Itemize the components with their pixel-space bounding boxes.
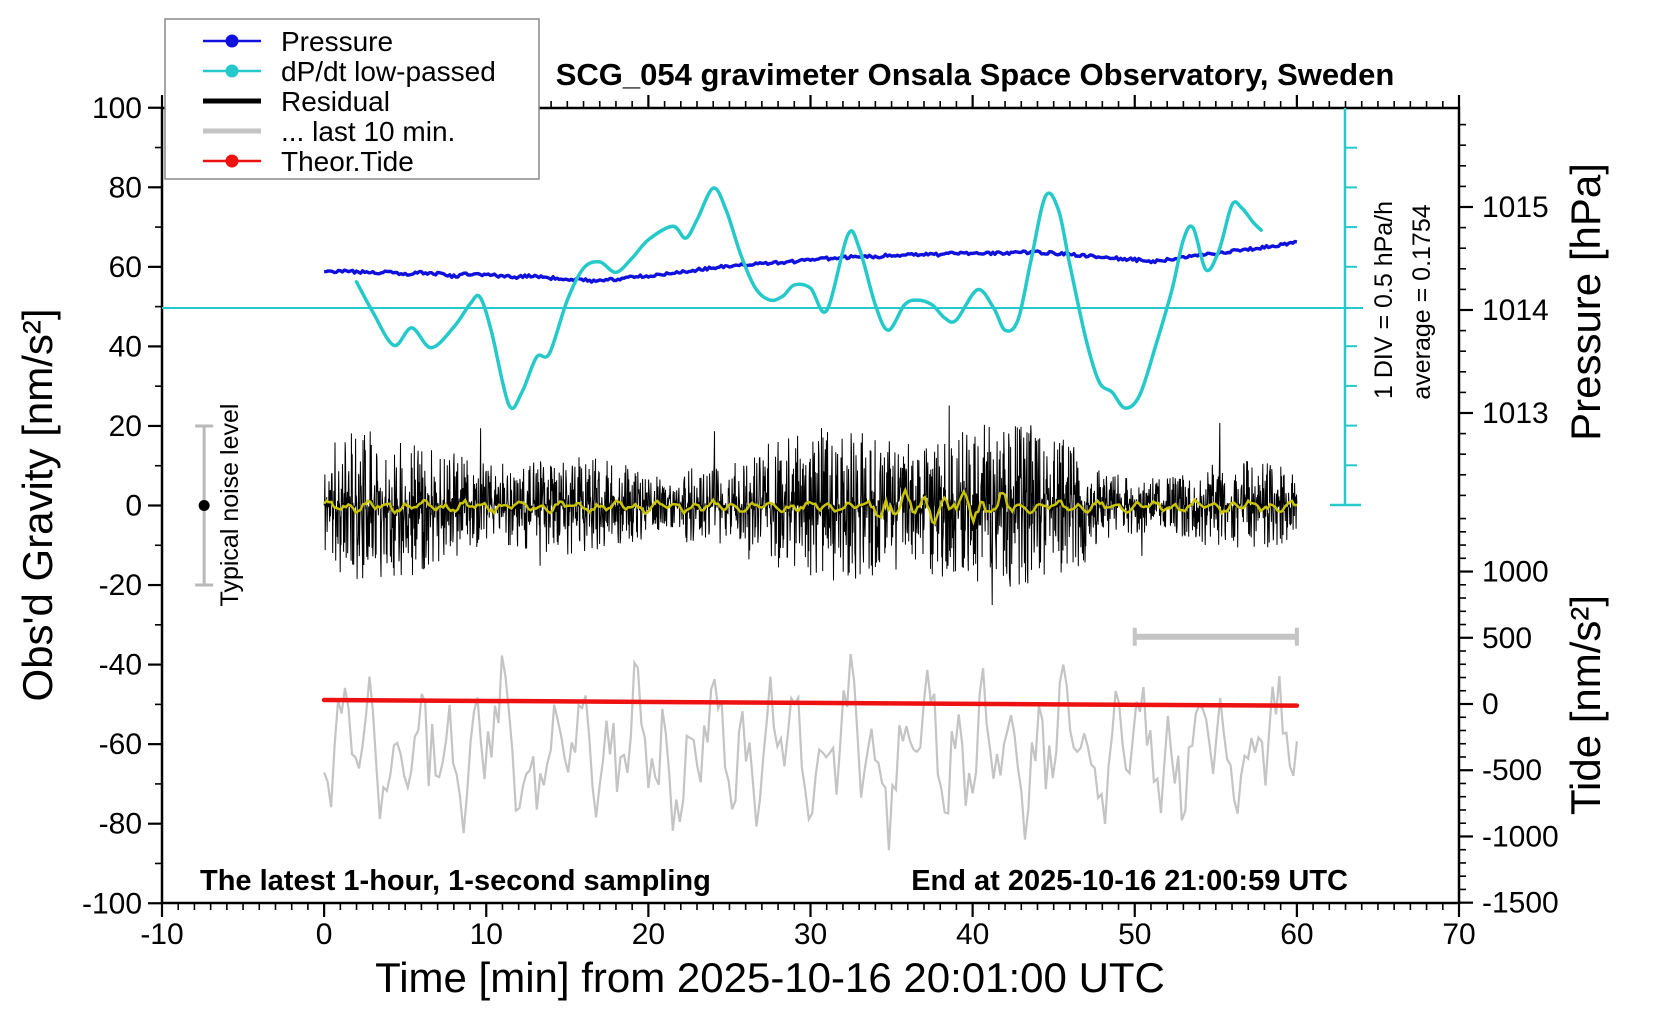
tide-tick-label: 500 <box>1482 622 1532 655</box>
noise-level-note: Typical noise level <box>216 404 244 607</box>
y-left-tick-label: 0 <box>125 490 142 523</box>
x-tick-label: -10 <box>140 918 183 951</box>
legend-label-4: Theor.Tide <box>281 146 414 177</box>
y-left-tick-label: -60 <box>99 728 142 761</box>
x-axis-title: Time [min] from 2025-10-16 20:01:00 UTC <box>375 954 1165 1001</box>
theor-tide-curve <box>321 697 1300 708</box>
x-tick-label: 60 <box>1280 918 1313 951</box>
div-scale-note: 1 DIV = 0.5 hPa/h <box>1370 201 1398 399</box>
legend-label-3: ... last 10 min. <box>281 116 455 147</box>
tide-tick-label: 1000 <box>1482 556 1549 589</box>
noise-errorbar-dot <box>198 500 210 511</box>
y-left-axis-title: Obs'd Gravity [nm/s²] <box>14 308 61 701</box>
chart-generated-layer: -10 0 10 20 30 40 50 60 70100806040200-20-40-60-… <box>82 18 1559 951</box>
legend-label-2: Residual <box>281 86 390 117</box>
plot-title: SCG_054 gravimeter Onsala Space Observat… <box>556 57 1395 92</box>
residual-lowpass-curve <box>323 486 1297 526</box>
x-tick-label: 30 <box>794 918 827 951</box>
y-left-tick-label: -40 <box>99 649 142 682</box>
legend-dot-1 <box>225 64 239 78</box>
y-left-tick-label: -20 <box>99 569 142 602</box>
legend-label-0: Pressure <box>281 26 393 57</box>
pressure-tick-label: 1015 <box>1482 191 1549 224</box>
x-tick-label: 10 <box>470 918 503 951</box>
x-tick-label: 70 <box>1442 918 1475 951</box>
legend-label-1: dP/dt low-passed <box>281 56 496 87</box>
pressure-tick-label: 1013 <box>1482 397 1549 430</box>
y-left-tick-label: 100 <box>92 92 142 125</box>
sampling-note: The latest 1-hour, 1-second sampling <box>200 865 711 897</box>
y-left-tick-label: 20 <box>109 410 142 443</box>
average-note: average = 0.1754 <box>1408 204 1436 399</box>
residual-curve <box>323 405 1298 606</box>
pressure-tick-label: 1014 <box>1482 294 1549 327</box>
x-tick-label: 20 <box>632 918 665 951</box>
legend-dot-0 <box>225 34 239 48</box>
y-left-tick-label: -100 <box>82 887 142 920</box>
tide-axis-title: Tide [nm/s²] <box>1562 595 1609 815</box>
tide-tick-label: 0 <box>1482 688 1499 721</box>
dpdt-curve <box>354 186 1263 411</box>
last10min-curve <box>323 653 1298 851</box>
tide-tick-label: -1500 <box>1482 887 1559 920</box>
tide-tick-label: -500 <box>1482 754 1542 787</box>
legend-dot-4 <box>225 154 239 168</box>
end-time-note: End at 2025-10-16 21:00:59 UTC <box>911 865 1348 897</box>
x-tick-label: 0 <box>316 918 333 951</box>
y-left-tick-label: -80 <box>99 808 142 841</box>
y-left-tick-label: 80 <box>109 171 142 204</box>
x-tick-label: 50 <box>1118 918 1151 951</box>
pressure-curve <box>324 239 1298 284</box>
pressure-axis-title: Pressure [hPa] <box>1562 163 1609 441</box>
y-left-tick-label: 60 <box>109 251 142 284</box>
x-tick-label: 40 <box>956 918 989 951</box>
y-left-tick-label: 40 <box>109 330 142 363</box>
tide-tick-label: -1000 <box>1482 820 1559 853</box>
